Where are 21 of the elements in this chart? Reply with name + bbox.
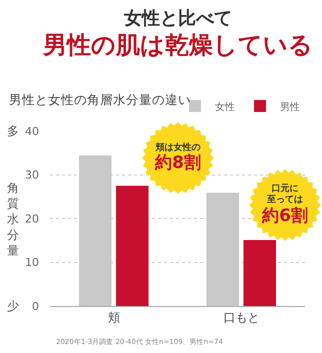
y-tick-label: 0 bbox=[32, 300, 39, 313]
annotation: 頬は女性の bbox=[154, 142, 202, 154]
y-tick-label: 40 bbox=[25, 124, 39, 138]
annotation: 至っては bbox=[266, 194, 304, 206]
y-tick-label: 20 bbox=[25, 212, 39, 226]
y-tick-label: 30 bbox=[25, 168, 39, 182]
chart-title: 女性と比べて bbox=[123, 8, 232, 29]
text: 多 bbox=[7, 124, 19, 138]
x-tick-label: 口もと bbox=[223, 310, 260, 324]
text: 男性と女性の角層水分量の違い bbox=[9, 92, 191, 107]
text: 少 bbox=[7, 299, 19, 313]
legend-label: 女性 bbox=[215, 100, 235, 113]
annotation: 約8割 bbox=[154, 153, 202, 174]
annotation: 約6割 bbox=[260, 206, 309, 226]
chart-subtitle: 男性の肌は乾燥している bbox=[42, 31, 313, 59]
x-tick-label: 頬 bbox=[108, 310, 120, 324]
bar bbox=[116, 186, 149, 306]
y-axis-title: 角質水分量 bbox=[7, 181, 19, 258]
legend-label: 男性 bbox=[280, 100, 300, 113]
y-tick-label: 10 bbox=[25, 256, 39, 270]
annotation: 口元に bbox=[270, 184, 300, 194]
